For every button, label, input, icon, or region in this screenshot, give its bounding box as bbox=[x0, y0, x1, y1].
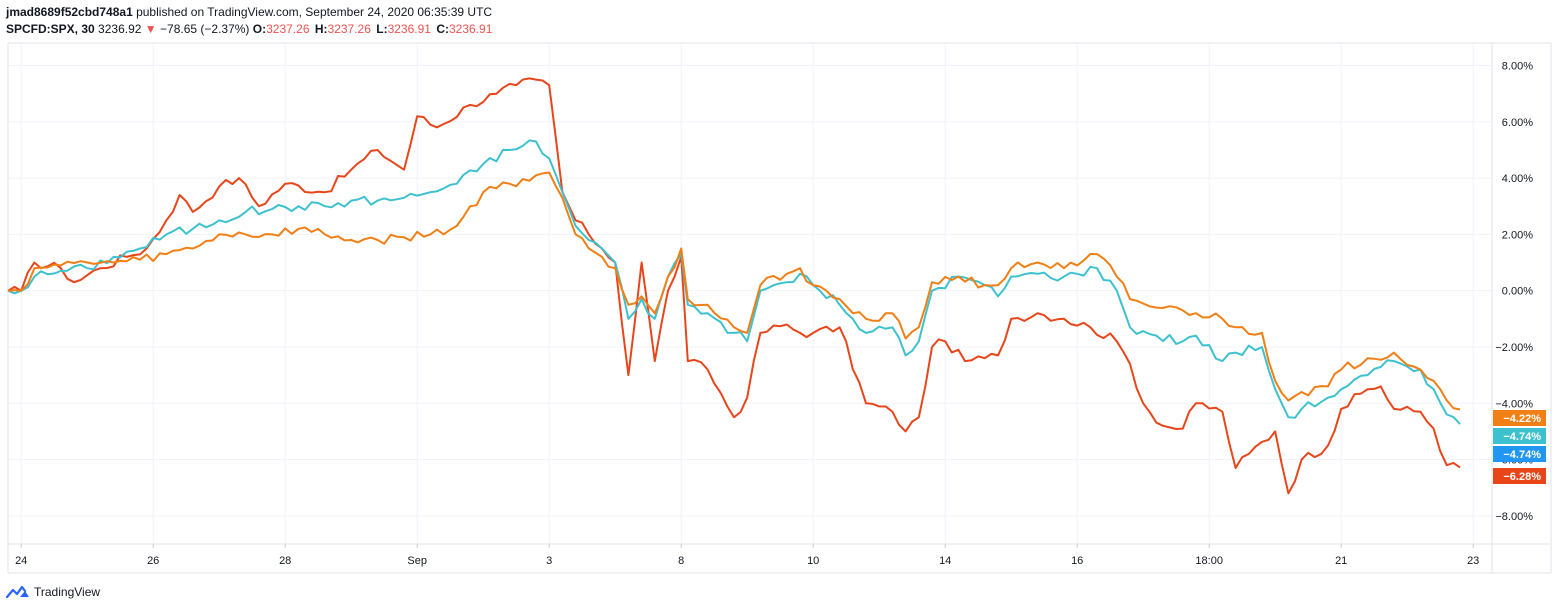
high-label: H: bbox=[314, 22, 328, 36]
x-tick-label: 28 bbox=[279, 555, 291, 567]
x-tick-label: 3 bbox=[546, 555, 552, 567]
x-tick-label: 21 bbox=[1335, 555, 1347, 567]
y-tick-label: −4.00% bbox=[1495, 398, 1533, 410]
symbol-label: SPCFD:SPX, 30 bbox=[6, 22, 95, 36]
price-badge-label: −4.74% bbox=[1503, 431, 1541, 443]
down-arrow-icon: ▼ bbox=[144, 22, 157, 36]
close-label: C: bbox=[436, 22, 449, 36]
close-value: 3236.91 bbox=[448, 22, 493, 36]
x-tick-label: 16 bbox=[1071, 555, 1083, 567]
author-name[interactable]: jmad8689f52cbd748a1 bbox=[6, 5, 133, 19]
y-tick-label: −8.00% bbox=[1495, 511, 1533, 523]
y-tick-label: 2.00% bbox=[1502, 229, 1533, 241]
price-badge-orange bbox=[1493, 410, 1546, 426]
x-tick-label: 23 bbox=[1467, 555, 1479, 567]
y-tick-label: 0.00% bbox=[1502, 286, 1533, 298]
tradingview-logo-icon[interactable] bbox=[6, 584, 30, 600]
series-line-cyan bbox=[7, 139, 1461, 425]
price-badge-label: −4.74% bbox=[1503, 449, 1541, 461]
price-labels: −4.22% −4.74% −4.74% −6.28% bbox=[1493, 410, 1546, 484]
x-tick-label: 24 bbox=[15, 555, 27, 567]
series-lines bbox=[7, 77, 1461, 495]
price-badge-blue bbox=[1493, 446, 1546, 462]
footer: TradingView bbox=[6, 582, 100, 602]
series-line-red bbox=[7, 77, 1461, 495]
publish-info: published on TradingView.com, September … bbox=[132, 5, 493, 19]
chart-frame bbox=[7, 42, 1552, 574]
price-change: −78.65 (−2.37%) bbox=[160, 22, 250, 36]
publish-line: jmad8689f52cbd748a1 published on Trading… bbox=[6, 4, 494, 21]
last-price: 3236.92 bbox=[98, 22, 142, 36]
x-tick-label: 10 bbox=[807, 555, 819, 567]
high-value: 3237.26 bbox=[327, 22, 371, 36]
series-line-orange bbox=[7, 171, 1461, 411]
grid bbox=[8, 43, 1492, 544]
brand-name[interactable]: TradingView bbox=[34, 585, 101, 599]
symbol-line: SPCFD:SPX, 30 3236.92 ▼ −78.65 (−2.37%) … bbox=[6, 21, 494, 38]
low-value: 3236.91 bbox=[387, 22, 431, 36]
x-tick-label: 14 bbox=[939, 555, 951, 567]
x-axis[interactable]: 24 26 28 Sep 3 8 10 14 16 18:00 21 23 bbox=[15, 544, 1479, 567]
low-label: L: bbox=[376, 22, 388, 36]
open-label: O: bbox=[252, 22, 267, 36]
y-tick-label: 8.00% bbox=[1502, 61, 1533, 73]
price-badge-red bbox=[1493, 468, 1546, 484]
y-tick-label: 6.00% bbox=[1502, 117, 1533, 129]
x-tick-label: Sep bbox=[407, 555, 427, 567]
price-badge-cyan bbox=[1493, 428, 1546, 444]
price-badge-label: −6.28% bbox=[1503, 471, 1541, 483]
open-value: 3237.26 bbox=[266, 22, 310, 36]
x-tick-label: 26 bbox=[147, 555, 159, 567]
x-tick-label: 8 bbox=[678, 555, 684, 567]
y-tick-label: −2.00% bbox=[1495, 342, 1533, 354]
y-tick-label: 4.00% bbox=[1502, 173, 1533, 185]
x-tick-label: 18:00 bbox=[1195, 555, 1223, 567]
price-badge-label: −4.22% bbox=[1503, 413, 1541, 425]
chart-header: jmad8689f52cbd748a1 published on Trading… bbox=[6, 4, 494, 38]
